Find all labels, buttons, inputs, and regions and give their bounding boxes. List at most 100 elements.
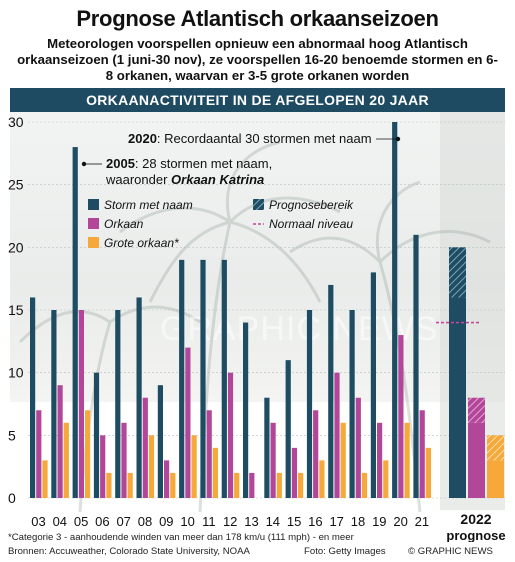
photo-background — [10, 112, 505, 402]
x-tick-label: 10 — [180, 514, 194, 529]
grote-orkaan-bar — [42, 460, 48, 498]
photo-credit: Foto: Getty Images — [304, 546, 386, 557]
y-tick-label: 15 — [8, 302, 24, 318]
legend-orkaan-swatch — [88, 218, 99, 229]
x-tick-label: 18 — [351, 514, 365, 529]
grote-orkaan-bar — [212, 447, 218, 498]
storm-bar — [72, 147, 78, 499]
orkaan-bar — [121, 422, 127, 498]
storm-bar — [392, 122, 398, 498]
legend-grote-swatch — [88, 237, 99, 248]
grote-orkaan-bar — [127, 472, 133, 498]
storm-bar — [51, 310, 57, 498]
grote-orkaan-bar — [298, 472, 304, 498]
legend-storm-label: Storm met naam — [104, 198, 193, 212]
y-tick-label: 10 — [8, 365, 24, 381]
footnote: *Categorie 3 - aanhoudende winden van me… — [8, 532, 354, 543]
x-tick-label: 16 — [308, 514, 322, 529]
forecast-storm-bar — [449, 297, 466, 498]
annotation-2005-dot — [81, 161, 87, 167]
orkaan-bar — [398, 335, 404, 498]
x-tick-label: 09 — [159, 514, 173, 529]
forecast-sublabel: prognose — [446, 528, 505, 542]
bars-layer — [30, 122, 431, 499]
forecast-storm-bar-range — [449, 247, 466, 298]
orkaan-bar — [185, 347, 191, 498]
storm-bar — [328, 284, 334, 498]
x-tick-label: 08 — [138, 514, 152, 529]
annotation-2005-line2: waaronder Orkaan Katrina — [105, 172, 264, 187]
x-tick-label: 19 — [372, 514, 386, 529]
annotation-2005: 2005: 28 stormen met naam, — [106, 156, 272, 171]
y-axis-labels: 0 5 10 15 20 25 30 — [8, 114, 24, 506]
page-title: Prognose Atlantisch orkaanseizoen — [76, 6, 439, 31]
orkaan-bar — [78, 310, 84, 498]
x-tick-label: 05 — [74, 514, 88, 529]
x-tick-label: 12 — [223, 514, 237, 529]
orkaan-bar — [355, 397, 361, 498]
orkaan-bar — [100, 435, 106, 498]
orkaan-bar — [334, 372, 340, 498]
storm-bar — [115, 310, 121, 498]
orkaan-bar — [57, 385, 63, 498]
grote-orkaan-bar — [361, 472, 368, 498]
copyright: © GRAPHIC NEWS — [408, 546, 493, 557]
forecast-year-label: 2022 — [460, 511, 491, 527]
grote-orkaan-bar — [63, 422, 69, 498]
orkaan-bar — [227, 372, 234, 498]
x-tick-label: 13 — [244, 514, 258, 529]
annotation-2020: 2020: Recordaantal 30 stormen met naam — [128, 131, 372, 146]
orkaan-bar — [249, 472, 255, 498]
annotation-2020-dot — [395, 136, 401, 142]
forecast-grote-bar-range — [487, 435, 504, 461]
grote-orkaan-bar — [191, 435, 197, 498]
orkaan-bar — [164, 460, 170, 498]
x-tick-label: 11 — [202, 514, 216, 529]
legend-grote-label: Grote orkaan* — [104, 236, 179, 250]
forecast-orkaan-bar — [468, 422, 485, 498]
x-tick-label: 07 — [116, 514, 130, 529]
watermark-text: GRAPHIC NEWS — [160, 310, 438, 348]
legend-orkaan-label: Orkaan — [104, 217, 144, 231]
forecast-grote-bar — [487, 460, 504, 498]
storm-bar — [349, 310, 355, 498]
grote-orkaan-bar — [106, 472, 112, 498]
storm-bar — [179, 259, 185, 498]
x-tick-label: 04 — [53, 514, 67, 529]
grote-orkaan-bar — [425, 447, 431, 498]
legend-storm-swatch — [88, 199, 99, 210]
storm-bar — [221, 259, 227, 498]
chart-annotations: 2020: Recordaantal 30 stormen met naam 20… — [81, 131, 401, 187]
storm-bar — [285, 360, 291, 498]
storm-bar — [157, 385, 163, 498]
chart-banner: ORKAANACTIVITEIT IN DE AFGELOPEN 20 JAAR — [10, 88, 505, 112]
storm-bar — [200, 259, 206, 498]
legend-bereik-label: Prognosebereik — [269, 198, 354, 212]
chart-legend: Storm met naam Orkaan Grote orkaan* Prognos… — [88, 198, 354, 250]
y-tick-label: 5 — [8, 427, 16, 443]
x-tick-label: 06 — [95, 514, 109, 529]
grote-orkaan-bar — [234, 472, 240, 498]
orkaan-bar — [291, 447, 297, 498]
orkaan-bar — [313, 410, 319, 498]
storm-bar — [30, 297, 36, 498]
x-axis-labels: 03 04 05 06 07 08 09 10 11 12 13 14 15 16 17 18 19 20 21 20… — [31, 511, 505, 542]
x-tick-label: 14 — [266, 514, 280, 529]
x-tick-label: 03 — [31, 514, 45, 529]
y-tick-label: 0 — [8, 490, 16, 506]
orkaan-bar — [377, 422, 383, 498]
grote-orkaan-bar — [85, 410, 91, 498]
x-tick-label: 21 — [415, 514, 429, 529]
forecast-layer — [436, 247, 504, 498]
x-tick-label: 17 — [329, 514, 343, 529]
x-tick-label: 20 — [393, 514, 407, 529]
storm-bar — [264, 397, 270, 498]
grote-orkaan-bar — [340, 422, 346, 498]
orkaan-bar — [419, 410, 425, 498]
storm-bar — [136, 297, 142, 498]
storm-bar — [306, 310, 313, 498]
y-tick-label: 30 — [8, 114, 24, 130]
grote-orkaan-bar — [319, 460, 325, 498]
grote-orkaan-bar — [276, 472, 282, 498]
